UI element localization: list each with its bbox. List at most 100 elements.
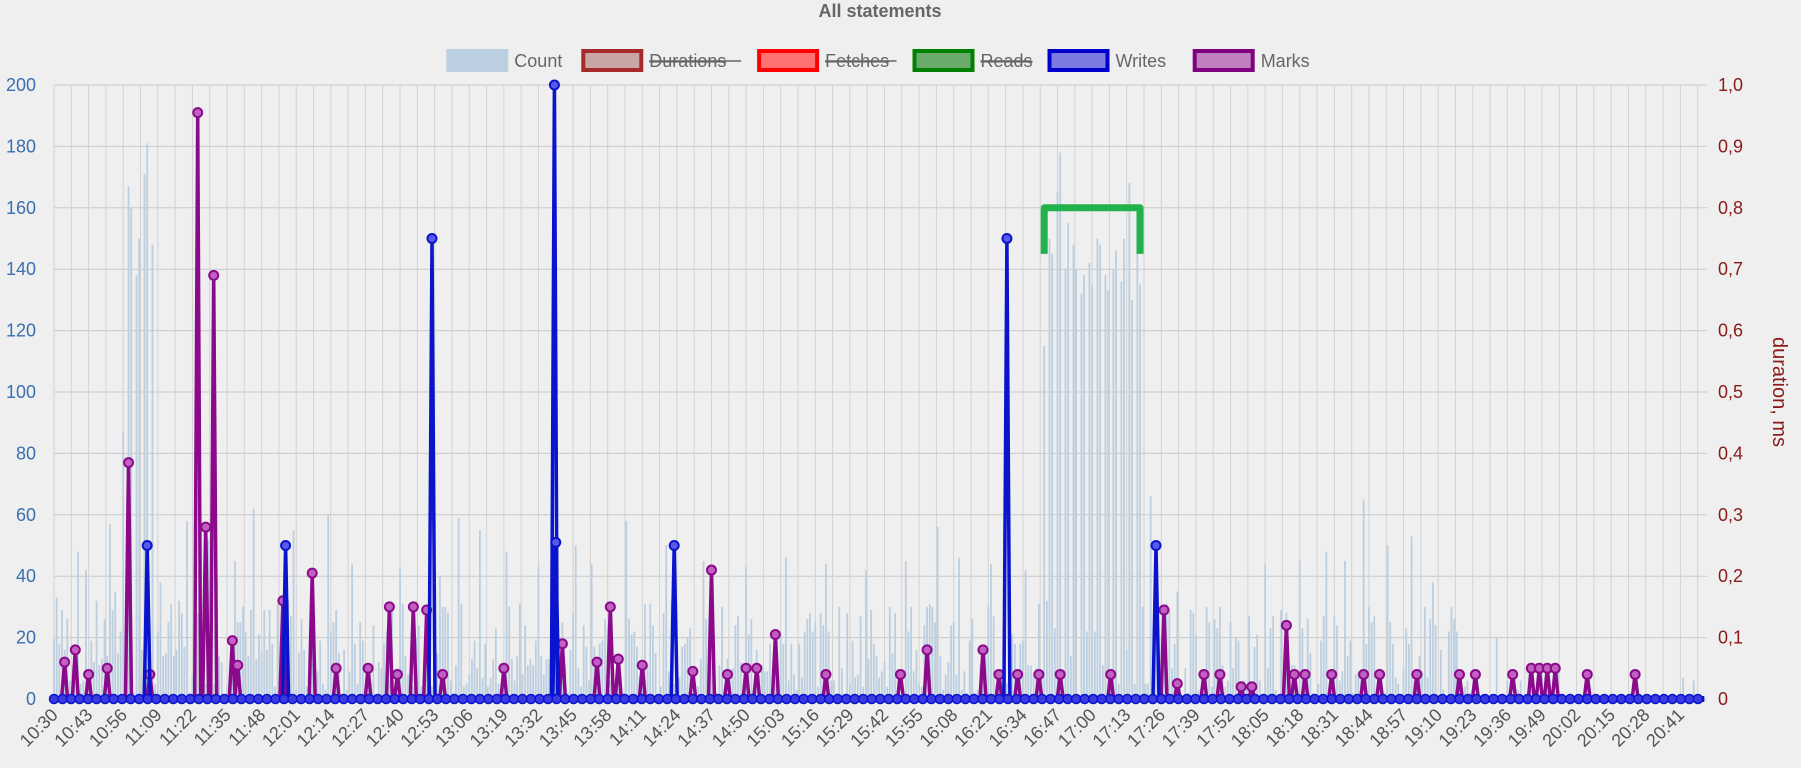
legend: Count Durations Fetches Reads Writes Marks: [446, 49, 1310, 72]
count-bar: [569, 649, 572, 699]
writes-point: [363, 693, 375, 705]
writes-point: [1045, 693, 1056, 705]
marks-point: [687, 665, 699, 677]
count-bar: [1692, 680, 1695, 699]
count-bar: [164, 652, 167, 699]
writes-point: [1113, 693, 1124, 705]
count-bar: [220, 662, 223, 699]
y-left-tick-label: 180: [6, 136, 36, 156]
writes-point: [295, 693, 307, 705]
writes-point: [679, 693, 690, 705]
x-tick-label: 11:09: [121, 705, 166, 750]
count-bar: [886, 686, 889, 699]
writes-point: [602, 693, 613, 705]
writes-point: [1224, 693, 1235, 705]
writes-point: [874, 693, 886, 705]
count-bar: [1245, 686, 1248, 699]
writes-point: [227, 693, 239, 705]
writes-point: [1275, 693, 1286, 705]
count-bar: [431, 686, 433, 699]
count-bar: [143, 174, 146, 699]
count-bar: [1248, 616, 1251, 699]
writes-point: [150, 693, 162, 705]
count-bar: [630, 634, 633, 699]
count-bar: [833, 680, 835, 699]
writes-point: [1454, 693, 1465, 705]
marks-point: [636, 659, 648, 671]
marks-point: [232, 659, 244, 671]
writes-point: [500, 693, 511, 705]
count-bar: [484, 643, 487, 699]
count-bar: [1330, 686, 1333, 699]
count-bar: [665, 545, 668, 699]
count-bar: [114, 591, 117, 699]
count-bar: [449, 680, 452, 699]
marks-point: [894, 668, 906, 680]
count-bar: [404, 656, 407, 699]
count-bar: [721, 606, 724, 699]
count-bar: [172, 656, 175, 699]
count-bar: [1168, 609, 1171, 699]
count-bar: [486, 686, 489, 699]
count-bar: [1429, 619, 1432, 699]
count-bar: [196, 613, 199, 699]
x-tick-label: 15:29: [812, 705, 858, 751]
writes-point: [1283, 693, 1295, 705]
count-bar: [1189, 609, 1192, 699]
writes-point: [670, 693, 682, 705]
writes-point: [1437, 693, 1448, 705]
count-bar: [904, 560, 907, 699]
writes-point: [1130, 693, 1142, 705]
x-tick-label: 18:05: [1227, 705, 1273, 751]
count-bar: [401, 603, 404, 699]
writes-point: [1479, 693, 1491, 705]
count-bar: [494, 628, 497, 699]
marks-point: [330, 662, 342, 674]
writes-point: [534, 693, 545, 705]
count-bar: [167, 622, 170, 699]
count-bar: [159, 582, 162, 699]
x-tick-label: 11:22: [155, 705, 200, 750]
count-bar: [372, 625, 375, 699]
count-bar: [1128, 183, 1131, 700]
count-bar: [268, 609, 271, 699]
count-bar: [681, 646, 684, 699]
marks-point: [977, 644, 989, 656]
count-bar: [652, 625, 654, 699]
marks-point: [1288, 668, 1300, 680]
writes-point: [713, 693, 724, 705]
count-bar: [846, 613, 849, 699]
marks-point: [1374, 668, 1386, 680]
count-bar: [55, 597, 58, 699]
count-bar: [356, 683, 359, 699]
count-bar: [1216, 628, 1219, 699]
count-bar: [1362, 499, 1365, 699]
count-bar: [947, 662, 950, 699]
y-left-tick-label: 0: [26, 689, 36, 709]
marks-point: [59, 656, 71, 668]
marks-point: [612, 653, 624, 665]
count-bar: [351, 563, 354, 699]
count-bar: [1083, 275, 1086, 699]
count-bar: [74, 674, 77, 699]
count-bar: [1051, 253, 1054, 699]
count-bar: [231, 677, 234, 699]
count-bar: [923, 625, 926, 699]
writes-point: [449, 693, 460, 705]
y-right-tick-label: 0,6: [1718, 321, 1743, 341]
writes-point: [551, 693, 562, 705]
count-bar: [918, 683, 920, 699]
count-bar: [1407, 643, 1410, 699]
count-bar: [1322, 616, 1325, 699]
x-tick-label: 16:21: [950, 705, 996, 751]
count-bar: [258, 634, 260, 699]
marks-point: [751, 662, 763, 674]
writes-point: [1002, 693, 1014, 705]
count-bar: [175, 649, 178, 699]
count-bar: [878, 677, 881, 699]
count-bar: [1109, 683, 1112, 699]
count-bar: [1357, 671, 1360, 699]
writes-point: [380, 693, 392, 705]
count-bar: [779, 634, 782, 699]
count-bar: [1298, 560, 1301, 699]
